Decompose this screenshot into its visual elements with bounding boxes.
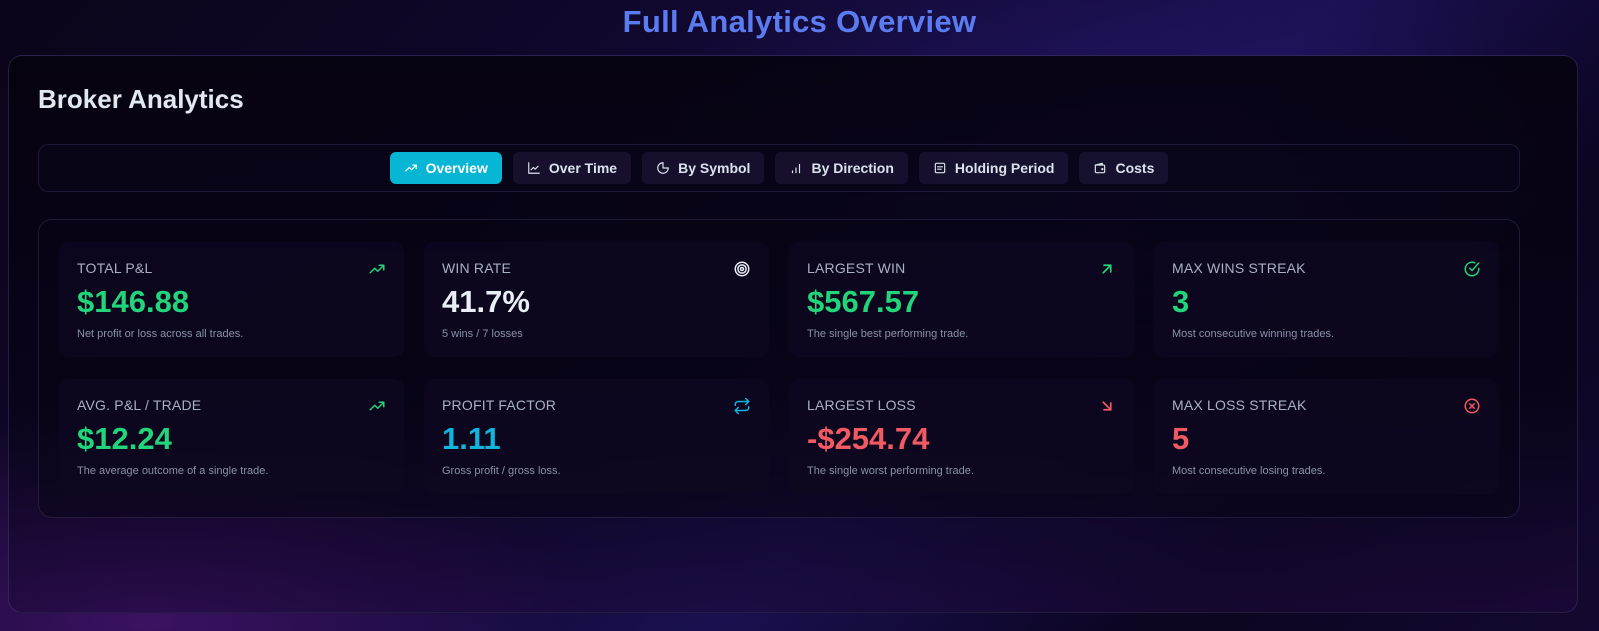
tab-over-time[interactable]: Over Time <box>512 152 632 184</box>
stat-card-avg-pnl-per-trade: Avg. P&L / Trade $12.24 The average outc… <box>59 379 404 494</box>
stat-value: 41.7% <box>442 284 530 319</box>
stat-value: $12.24 <box>77 421 172 456</box>
stat-value: -$254.74 <box>807 421 930 456</box>
stat-value: 1.11 <box>442 421 501 456</box>
stat-value: $567.57 <box>807 284 920 319</box>
tab-costs[interactable]: Costs <box>1079 152 1169 184</box>
stat-label: Win Rate <box>442 260 512 276</box>
broker-analytics-panel: Broker Analytics Overview Over Time By S… <box>8 55 1578 613</box>
tab-by-direction[interactable]: By Direction <box>775 152 908 184</box>
trending-up-icon <box>404 164 417 172</box>
check-circle-icon <box>1464 261 1480 277</box>
stat-description: Most consecutive losing trades. <box>1172 465 1326 477</box>
tab-label: Overview <box>425 160 488 176</box>
tab-holding-period[interactable]: Holding Period <box>918 152 1069 184</box>
stat-label: Max Loss Streak <box>1172 397 1307 413</box>
stat-card-largest-win: Largest Win $567.57 The single best perf… <box>789 242 1134 357</box>
stats-container: Total P&L $146.88 Net profit or loss acr… <box>38 219 1520 518</box>
stat-label: Total P&L <box>77 260 153 276</box>
line-chart-icon <box>528 162 540 174</box>
x-circle-icon <box>1464 398 1480 414</box>
bar-chart-icon <box>792 163 801 174</box>
stat-description: 5 wins / 7 losses <box>442 328 523 340</box>
stat-value: $146.88 <box>77 284 190 319</box>
stat-description: Gross profit / gross loss. <box>442 465 561 477</box>
stats-grid: Total P&L $146.88 Net profit or loss acr… <box>59 242 1499 494</box>
page-title: Full Analytics Overview <box>622 4 977 39</box>
wallet-icon <box>1095 162 1106 174</box>
trending-up-icon <box>369 264 385 274</box>
tab-overview[interactable]: Overview <box>389 152 502 184</box>
pie-chart-icon <box>657 162 669 174</box>
stat-description: Most consecutive winning trades. <box>1172 328 1335 340</box>
stat-card-profit-factor: Profit Factor 1.11 Gross profit / gross … <box>424 379 769 494</box>
stat-card-max-loss-streak: Max Loss Streak 5 Most consecutive losin… <box>1154 379 1499 494</box>
stat-label: Avg. P&L / Trade <box>77 397 202 413</box>
stat-card-largest-loss: Largest Loss -$254.74 The single worst p… <box>789 379 1134 494</box>
stat-label: Largest Win <box>807 260 906 276</box>
arrow-up-right-icon <box>1102 264 1112 274</box>
stat-label: Largest Loss <box>807 397 916 413</box>
stat-label: Max Wins Streak <box>1172 260 1306 276</box>
panel-title: Broker Analytics <box>38 84 244 114</box>
repeat-icon <box>734 397 750 415</box>
stat-description: The single worst performing trade. <box>807 465 974 477</box>
tab-label: By Direction <box>811 160 894 176</box>
arrow-down-right-icon <box>1102 401 1112 411</box>
stat-description: Net profit or loss across all trades. <box>77 328 244 340</box>
tab-by-symbol[interactable]: By Symbol <box>642 152 765 184</box>
stat-label: Profit Factor <box>442 397 557 413</box>
stat-description: The average outcome of a single trade. <box>77 465 269 477</box>
tab-label: By Symbol <box>678 160 751 176</box>
stat-value: 3 <box>1172 284 1190 319</box>
stat-value: 5 <box>1172 421 1190 456</box>
tab-label: Holding Period <box>954 160 1055 176</box>
calendar-list-icon <box>934 162 946 174</box>
stat-card-win-rate: Win Rate 41.7% 5 wins / 7 losses <box>424 242 769 357</box>
tab-bar: Overview Over Time By Symbol By Directio… <box>38 144 1520 192</box>
target-icon <box>734 261 750 277</box>
tab-label: Over Time <box>548 160 618 176</box>
tab-label: Costs <box>1115 160 1155 176</box>
stat-card-max-wins-streak: Max Wins Streak 3 Most consecutive winni… <box>1154 242 1499 357</box>
stat-card-total-pnl: Total P&L $146.88 Net profit or loss acr… <box>59 242 404 357</box>
stat-description: The single best performing trade. <box>807 328 969 340</box>
trending-up-icon <box>369 401 385 411</box>
